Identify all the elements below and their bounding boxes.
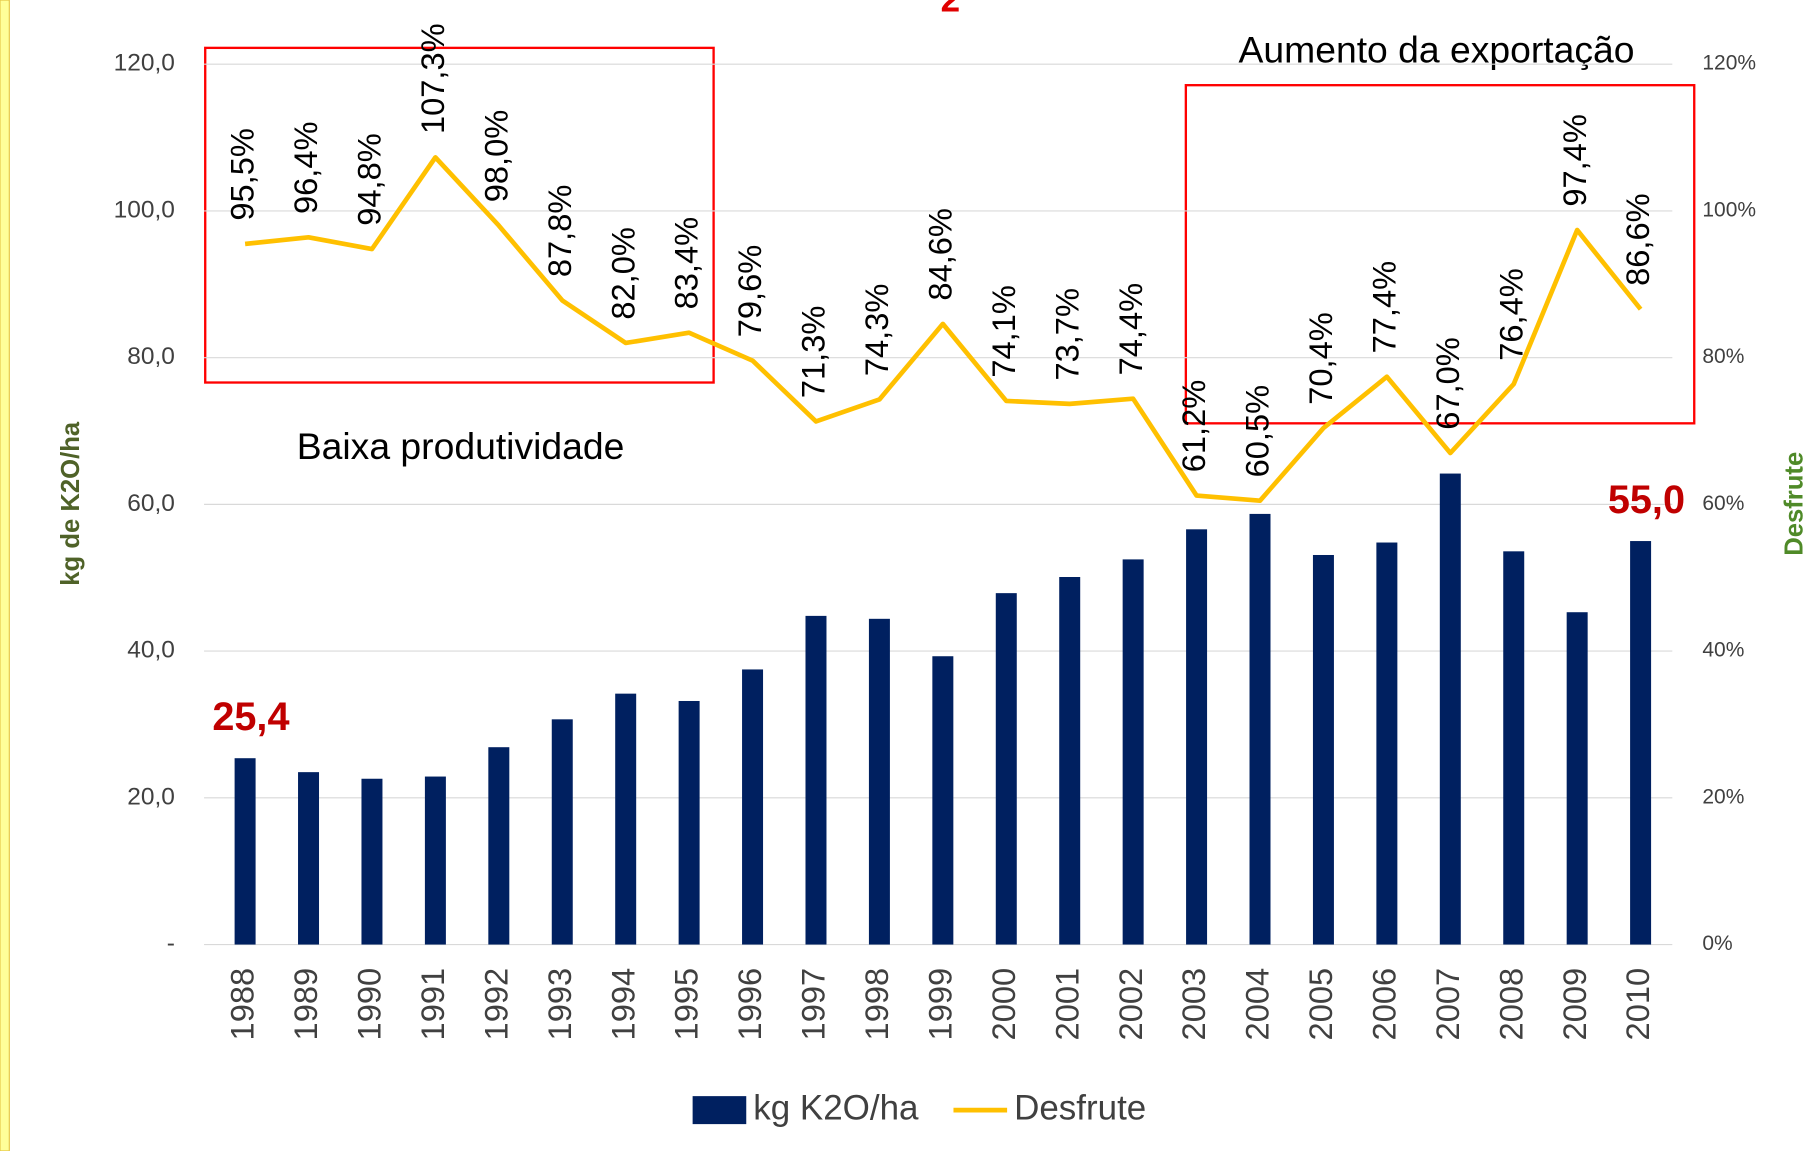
bar [678, 700, 700, 945]
line-value-label: 84,6% [921, 208, 958, 301]
bar [1249, 513, 1271, 945]
bar [424, 776, 446, 945]
x-tick-label: 2003 [1175, 968, 1212, 1041]
bar [1566, 612, 1588, 945]
annotation: Baixa produtividade [297, 425, 625, 467]
y2-tick-label: 60% [1702, 492, 1744, 515]
annotation: Aumento da exportação [1239, 28, 1635, 70]
line-value-label: 96,4% [287, 121, 324, 214]
highlight-box [1184, 84, 1696, 425]
line-value-label: 70,4% [1302, 312, 1339, 405]
bar [1312, 554, 1334, 945]
y2-axis-label: Desfrute [1780, 452, 1808, 556]
bar [298, 772, 320, 945]
line-value-label: 97,4% [1556, 114, 1593, 207]
x-tick-label: 2006 [1365, 968, 1402, 1041]
bar [1503, 551, 1525, 945]
title-fragment: 2 [941, 0, 960, 20]
bar [1122, 559, 1144, 945]
x-tick-label: 2010 [1619, 968, 1656, 1041]
line-value-label: 107,3% [414, 23, 451, 134]
bar [742, 669, 764, 945]
grid [204, 63, 1673, 946]
line-value-label: 87,8% [541, 185, 578, 278]
legend-swatch [692, 1096, 747, 1125]
x-tick-label: 1992 [477, 968, 514, 1041]
y2-tick-label: 120% [1702, 52, 1756, 75]
y2-tick-label: 0% [1702, 932, 1732, 955]
bar [1630, 541, 1652, 945]
line-value-label: 74,3% [858, 284, 895, 377]
legend-label: Desfrute [1014, 1088, 1146, 1127]
x-tick-label: 2005 [1302, 968, 1339, 1041]
x-tick-label: 2004 [1239, 968, 1276, 1041]
x-tick-label: 1988 [224, 968, 261, 1041]
bar [551, 719, 573, 945]
x-tick-label: 1996 [731, 968, 768, 1041]
line-value-label: 86,6% [1619, 193, 1656, 286]
line-value-label: 67,0% [1429, 337, 1466, 430]
bar-value-label: 55,0 [1608, 478, 1685, 522]
x-tick-label: 1999 [921, 968, 958, 1041]
bar [361, 778, 383, 945]
y2-tick-label: 80% [1702, 345, 1744, 368]
line-value-label: 82,0% [604, 227, 641, 320]
line-value-label: 94,8% [351, 133, 388, 226]
line [244, 155, 1643, 504]
bar-value-label: 25,4 [212, 695, 289, 739]
y2-tick-label: 40% [1702, 639, 1744, 662]
x-tick-label: 2008 [1492, 968, 1529, 1041]
x-tick-label: 2000 [985, 968, 1022, 1041]
x-tick-label: 1990 [351, 968, 388, 1041]
legend-label: kg K2O/ha [753, 1088, 919, 1127]
x-tick-label: 1993 [541, 968, 578, 1041]
bar [932, 656, 954, 945]
x-tick-label: 2007 [1429, 968, 1466, 1041]
highlight-box [204, 46, 715, 384]
x-tick-label: 1989 [287, 968, 324, 1041]
line-value-label: 61,2% [1175, 380, 1212, 473]
bar [234, 758, 256, 945]
bar [1186, 529, 1208, 945]
y2-tick-label: 100% [1702, 198, 1756, 221]
x-tick-label: 1995 [668, 968, 705, 1041]
x-tick-label: 1998 [858, 968, 895, 1041]
line-value-label: 79,6% [731, 245, 768, 338]
line-value-label: 60,5% [1239, 385, 1276, 478]
y-tick-label: 20,0 [127, 783, 175, 810]
y-tick-label: 120,0 [114, 50, 175, 77]
bar [995, 593, 1017, 945]
line-value-label: 83,4% [668, 217, 705, 310]
bar [488, 747, 510, 945]
line-value-label: 74,4% [1112, 283, 1149, 376]
y-tick-label: 60,0 [127, 490, 175, 517]
y-axis-label: kg de K2O/ha [57, 421, 85, 586]
y-tick-label: 80,0 [127, 343, 175, 370]
line-value-label: 77,4% [1365, 261, 1402, 354]
x-tick-label: 2001 [1048, 968, 1085, 1041]
y2-tick-label: 20% [1702, 785, 1744, 808]
y-tick-label: 40,0 [127, 637, 175, 664]
line-value-label: 95,5% [224, 128, 261, 221]
x-tick-label: 1994 [604, 968, 641, 1041]
line-value-label: 71,3% [795, 306, 832, 399]
line-value-label: 76,4% [1492, 268, 1529, 361]
x-tick-label: 1997 [795, 968, 832, 1041]
bar [615, 693, 637, 945]
x-tick-label: 2009 [1556, 968, 1593, 1041]
line-value-label: 74,1% [985, 285, 1022, 378]
bar [805, 615, 827, 945]
line-value-label: 98,0% [477, 110, 514, 203]
y-tick-label: 100,0 [114, 196, 175, 223]
bar [1376, 542, 1398, 945]
x-tick-label: 2002 [1112, 968, 1149, 1041]
bar [1439, 473, 1461, 945]
side-strip [0, 0, 10, 1151]
line-value-label: 73,7% [1048, 288, 1085, 381]
bar [1059, 577, 1081, 945]
bar [868, 618, 890, 945]
x-tick-label: 1991 [414, 968, 451, 1041]
y-tick-label: - [167, 930, 175, 957]
